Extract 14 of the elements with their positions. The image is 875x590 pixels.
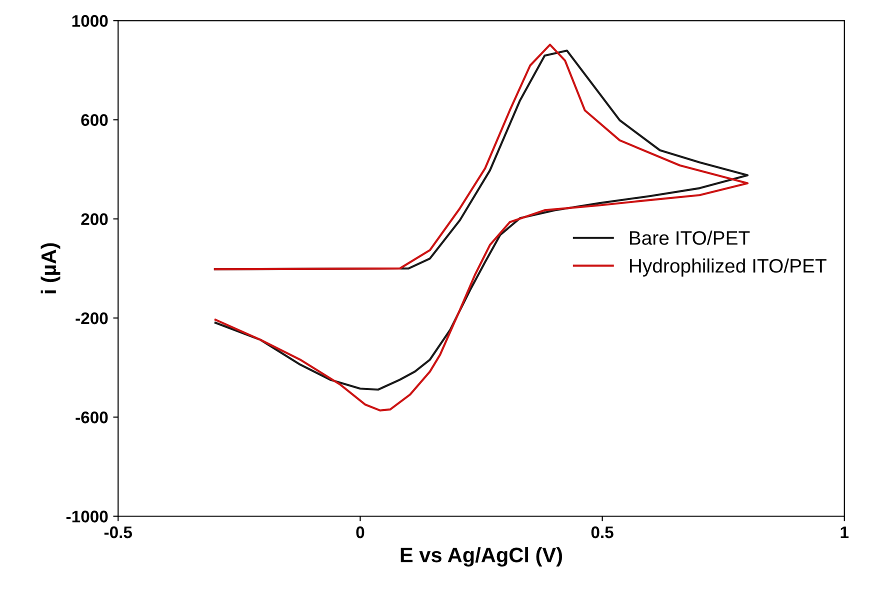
x-axis-title: E vs Ag/AgCl (V): [400, 547, 562, 567]
x-tick-label: 0: [356, 526, 364, 538]
y-tick-label: 1000: [72, 15, 108, 27]
y-tick-label: 600: [81, 114, 108, 126]
y-tick-label: -200: [76, 312, 108, 324]
legend-label: Bare ITO/PET: [630, 230, 750, 245]
y-tick-label: 200: [81, 213, 108, 226]
y-tick-label: -1000: [66, 510, 108, 522]
y-axis-title: i (µA): [40, 243, 60, 294]
x-tick-label: 0.5: [591, 526, 614, 538]
x-tick-label: 1: [840, 526, 849, 538]
x-tick-label: -0.5: [104, 526, 132, 538]
y-tick-label: -600: [76, 412, 108, 424]
legend-label: Hydrophilized ITO/PET: [630, 258, 826, 277]
